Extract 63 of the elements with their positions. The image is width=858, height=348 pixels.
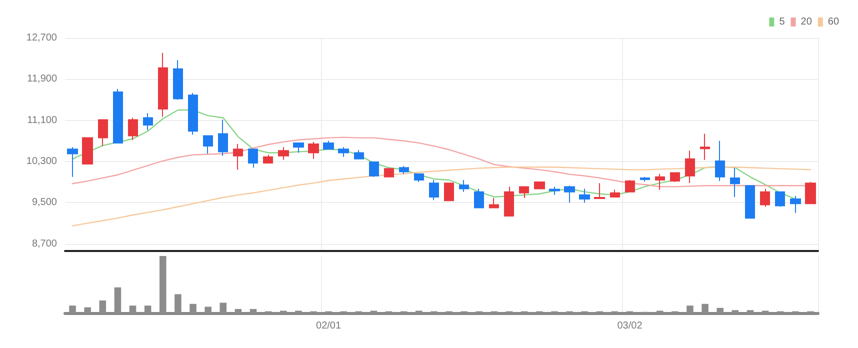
candlestick — [308, 141, 319, 160]
y-tick-label: 10,300 — [26, 156, 58, 167]
candlestick — [519, 186, 529, 199]
candlestick — [625, 180, 635, 192]
candlestick — [760, 188, 770, 208]
candlestick — [98, 119, 108, 147]
legend-label: 5 — [779, 16, 786, 28]
candlestick — [670, 172, 680, 183]
candlestick — [233, 143, 243, 170]
y-tick-label: 11,900 — [27, 74, 58, 85]
candlestick — [429, 180, 439, 201]
line-series — [72, 166, 812, 226]
candlestick — [67, 146, 78, 178]
candlestick — [459, 180, 469, 192]
candlestick — [143, 112, 153, 131]
candlestick — [263, 154, 273, 164]
candlestick — [173, 60, 183, 100]
x-tick-label: 02/01 — [316, 320, 342, 332]
candlestick — [444, 182, 454, 202]
candlestick — [549, 186, 560, 196]
candlestick — [534, 181, 545, 190]
candlestick — [369, 161, 379, 178]
candlestick — [113, 88, 123, 144]
candlestick — [399, 166, 409, 174]
candlestick — [579, 188, 590, 204]
candlestick — [564, 185, 575, 204]
candlestick — [745, 185, 755, 220]
y-tick-label: 9,500 — [32, 197, 58, 208]
candlestick — [594, 182, 605, 200]
candlestick — [489, 198, 499, 208]
candlestick — [414, 173, 424, 183]
candlestick — [504, 186, 514, 217]
candlestick — [203, 135, 213, 154]
candlestick — [610, 189, 620, 198]
candlestick — [730, 168, 740, 198]
candlestick — [685, 150, 695, 184]
candlestick — [158, 52, 168, 118]
candlestick — [700, 133, 710, 160]
candlestick — [640, 176, 650, 182]
y-tick-label: 12,700 — [26, 32, 58, 44]
candlestick — [354, 150, 364, 160]
candlestick — [293, 142, 304, 154]
candlestick — [82, 137, 93, 165]
x-tick-label: 03/02 — [617, 320, 643, 332]
candlestick — [278, 146, 289, 160]
y-tick-label: 11,100 — [27, 114, 58, 126]
legend-label: 60 — [828, 16, 840, 28]
candlestick — [188, 92, 198, 136]
candlestick — [805, 182, 816, 204]
candlestick — [790, 195, 801, 214]
y-tick-label: 8,700 — [32, 238, 58, 250]
candlestick — [655, 173, 665, 190]
candlestick — [338, 146, 349, 158]
line-series — [72, 109, 796, 200]
candlestick — [323, 140, 334, 150]
candlestick — [128, 117, 138, 140]
candlestick — [715, 140, 725, 182]
candlestick — [474, 188, 484, 208]
candlestick — [384, 168, 394, 178]
candlestick — [218, 119, 228, 156]
candlestick — [248, 148, 258, 168]
legend-label: 20 — [800, 16, 812, 28]
candlestick — [775, 190, 785, 208]
